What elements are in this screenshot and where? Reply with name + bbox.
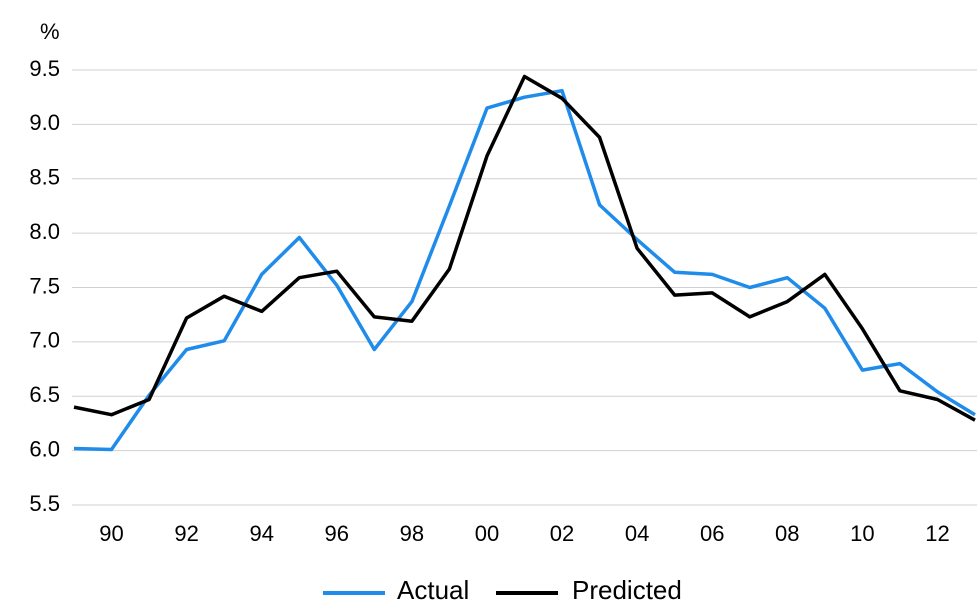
x-tick-label: 00 xyxy=(475,521,499,546)
x-tick-label: 98 xyxy=(400,521,424,546)
x-tick-label: 90 xyxy=(99,521,123,546)
legend-label: Actual xyxy=(397,575,469,603)
y-tick-label: 8.0 xyxy=(29,219,60,244)
y-tick-label: 9.5 xyxy=(29,56,60,81)
x-tick-label: 92 xyxy=(174,521,198,546)
y-tick-label: 6.5 xyxy=(29,382,60,407)
x-tick-label: 06 xyxy=(700,521,724,546)
x-tick-label: 12 xyxy=(925,521,949,546)
x-tick-label: 08 xyxy=(775,521,799,546)
y-tick-label: 7.5 xyxy=(29,273,60,298)
x-tick-label: 96 xyxy=(325,521,349,546)
series-line xyxy=(73,88,976,452)
x-tick-label: 10 xyxy=(850,521,874,546)
x-tick-label: 02 xyxy=(550,521,574,546)
legend-label: Predicted xyxy=(572,575,682,603)
x-tick-label: 04 xyxy=(625,521,649,546)
y-tick-label: 9.0 xyxy=(29,110,60,135)
y-tick-label: 8.5 xyxy=(29,165,60,190)
y-unit: % xyxy=(40,19,60,44)
y-tick-label: 6.0 xyxy=(29,436,60,461)
series-line xyxy=(73,74,976,422)
y-tick-label: 7.0 xyxy=(29,328,60,353)
y-tick-label: 5.5 xyxy=(29,491,60,516)
x-tick-label: 94 xyxy=(249,521,273,546)
